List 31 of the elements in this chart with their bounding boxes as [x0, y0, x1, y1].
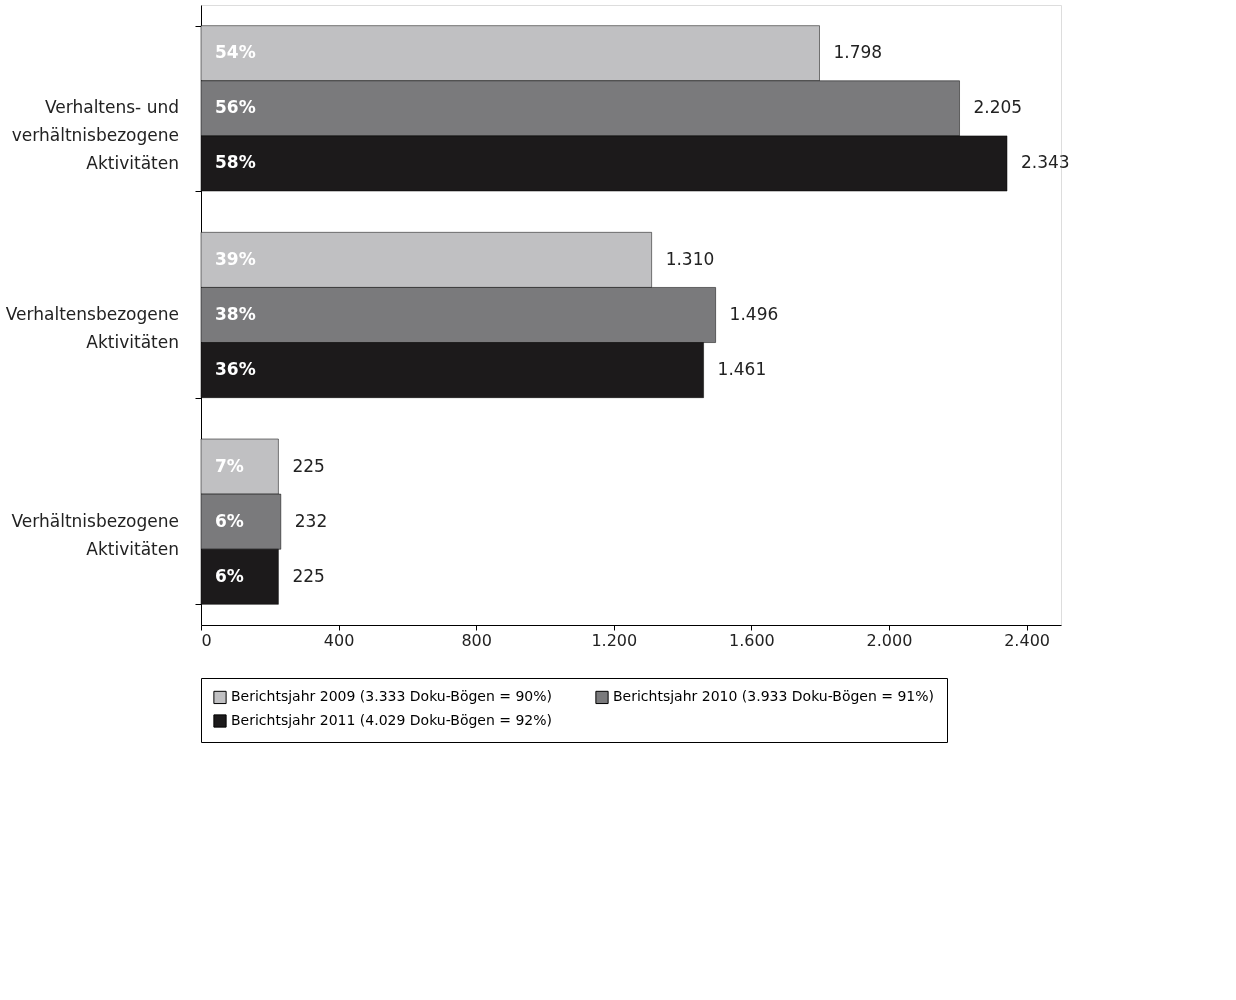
- annotation: 36%: [215, 359, 256, 380]
- data-label: 1.496: [729, 304, 779, 324]
- annotation: 56%: [215, 97, 256, 118]
- annotation: 38%: [215, 304, 256, 324]
- data-label: 225: [292, 565, 325, 586]
- x-tick-label: 800: [461, 630, 492, 650]
- data-label: 1.310: [665, 248, 715, 269]
- x-tick-label: 2.400: [1004, 630, 1051, 650]
- x-tick-label: 2.000: [866, 630, 913, 650]
- data-label: 2.205: [973, 97, 1023, 118]
- annotation: 39%: [215, 248, 256, 269]
- y-tick-label: Verhältnisbezogene Aktivitäten: [11, 510, 179, 559]
- legend-label: Berichtsjahr 2010 (3.933 Doku-Bögen = 91%): [613, 688, 935, 705]
- x-tick-label: 1.200: [591, 630, 638, 650]
- data-label: 1.461: [717, 359, 767, 380]
- data-label: 225: [292, 455, 325, 476]
- y-tick-label: Verhaltens- und verhältnisbezogene Aktivitäten: [11, 97, 179, 174]
- x-tick-label: 400: [323, 630, 355, 650]
- legend-label: Berichtsjahr 2009 (3.333 Doku-Bögen = 90%): [231, 688, 553, 705]
- data-label: 1.798: [833, 42, 883, 63]
- annotation: 6%: [215, 565, 244, 586]
- x-tick-label: 0: [201, 630, 212, 650]
- data-label: 2.343: [1020, 152, 1070, 173]
- data-label: 232: [294, 510, 328, 531]
- annotation: 7%: [215, 455, 244, 476]
- annotation: 6%: [215, 510, 244, 531]
- annotation: 58%: [215, 152, 256, 173]
- annotation: 54%: [215, 42, 256, 63]
- x-tick-label: 1.600: [728, 630, 775, 650]
- legend-label: Berichtsjahr 2011 (4.029 Doku-Bögen = 92%): [231, 712, 553, 728]
- y-tick-label: Verhaltensbezogene Aktivitäten: [5, 304, 179, 352]
